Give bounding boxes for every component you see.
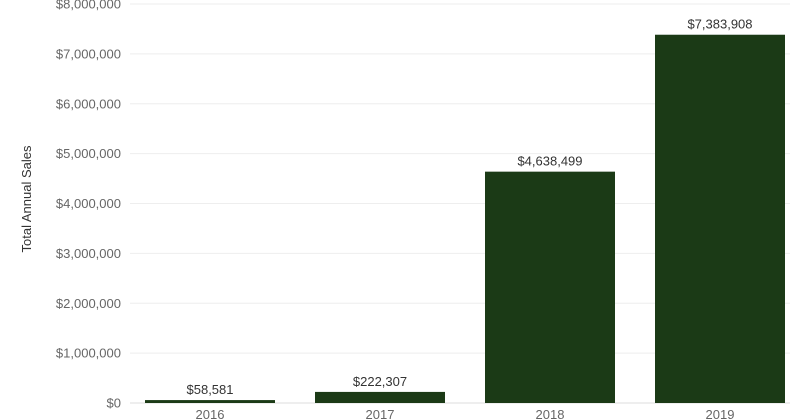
- data-label: $222,307: [353, 374, 407, 389]
- bar: [655, 34, 785, 403]
- bar: [145, 400, 275, 403]
- y-tick-label: $4,000,000: [56, 196, 121, 211]
- y-tick-label: $8,000,000: [56, 0, 121, 12]
- y-tick-label: $3,000,000: [56, 246, 121, 261]
- gridlines: [130, 3, 790, 404]
- x-tick-label: 2017: [366, 407, 395, 419]
- y-tick-label: $0: [107, 396, 121, 411]
- bars: [145, 34, 785, 403]
- y-tick-label: $6,000,000: [56, 96, 121, 111]
- y-tick-label: $5,000,000: [56, 146, 121, 161]
- data-labels: $58,581 $222,307 $4,638,499 $7,383,908: [187, 17, 753, 397]
- y-axis-ticks: $0 $1,000,000 $2,000,000 $3,000,000 $4,000,0…: [56, 0, 121, 411]
- bar: [485, 171, 615, 403]
- data-label: $4,638,499: [517, 154, 582, 169]
- x-tick-label: 2016: [196, 407, 225, 419]
- y-tick-label: $7,000,000: [56, 46, 121, 61]
- bar: [315, 391, 445, 403]
- y-tick-label: $1,000,000: [56, 346, 121, 361]
- data-label: $58,581: [187, 382, 234, 397]
- y-axis-title: Total Annual Sales: [19, 145, 34, 252]
- x-axis-ticks: 2016 2017 2018 2019: [196, 407, 735, 419]
- y-tick-label: $2,000,000: [56, 296, 121, 311]
- x-tick-label: 2019: [706, 407, 735, 419]
- x-tick-label: 2018: [536, 407, 565, 419]
- data-label: $7,383,908: [687, 17, 752, 32]
